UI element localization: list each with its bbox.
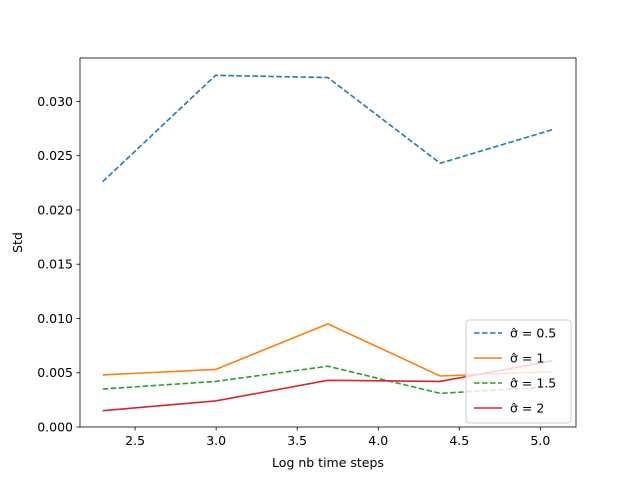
- legend-value: 1: [536, 351, 544, 366]
- y-tick-label: 0.030: [37, 94, 73, 109]
- x-tick-label: 2.5: [125, 433, 145, 448]
- legend-prefix: σ̂ =: [510, 401, 536, 416]
- y-tick-label: 0.010: [37, 311, 73, 326]
- y-tick-label: 0.025: [37, 148, 73, 163]
- legend-prefix: σ̂ =: [510, 351, 536, 366]
- x-tick-label: 5.0: [530, 433, 550, 448]
- legend: σ̂ = 0.5σ̂ = 1σ̂ = 1.5σ̂ = 2: [466, 320, 571, 423]
- y-tick-label: 0.015: [37, 257, 73, 272]
- x-axis-label: Log nb time steps: [272, 455, 384, 470]
- legend-label-2: σ̂ = 1.5: [510, 376, 556, 391]
- x-tick-label: 3.5: [287, 433, 307, 448]
- legend-value: 2: [536, 401, 544, 416]
- legend-value: 0.5: [536, 326, 556, 341]
- y-tick-label: 0.000: [37, 420, 73, 435]
- legend-label-3: σ̂ = 2: [510, 401, 544, 416]
- y-tick-label: 0.020: [37, 202, 73, 217]
- legend-label-0: σ̂ = 0.5: [510, 326, 556, 341]
- legend-prefix: σ̂ =: [510, 376, 536, 391]
- y-axis-label: Std: [10, 232, 25, 253]
- x-tick-label: 3.0: [206, 433, 226, 448]
- x-tick-label: 4.5: [449, 433, 469, 448]
- x-tick-label: 4.0: [368, 433, 388, 448]
- legend-label-1: σ̂ = 1: [510, 351, 544, 366]
- y-tick-label: 0.005: [37, 365, 73, 380]
- legend-value: 1.5: [536, 376, 556, 391]
- legend-prefix: σ̂ =: [510, 326, 536, 341]
